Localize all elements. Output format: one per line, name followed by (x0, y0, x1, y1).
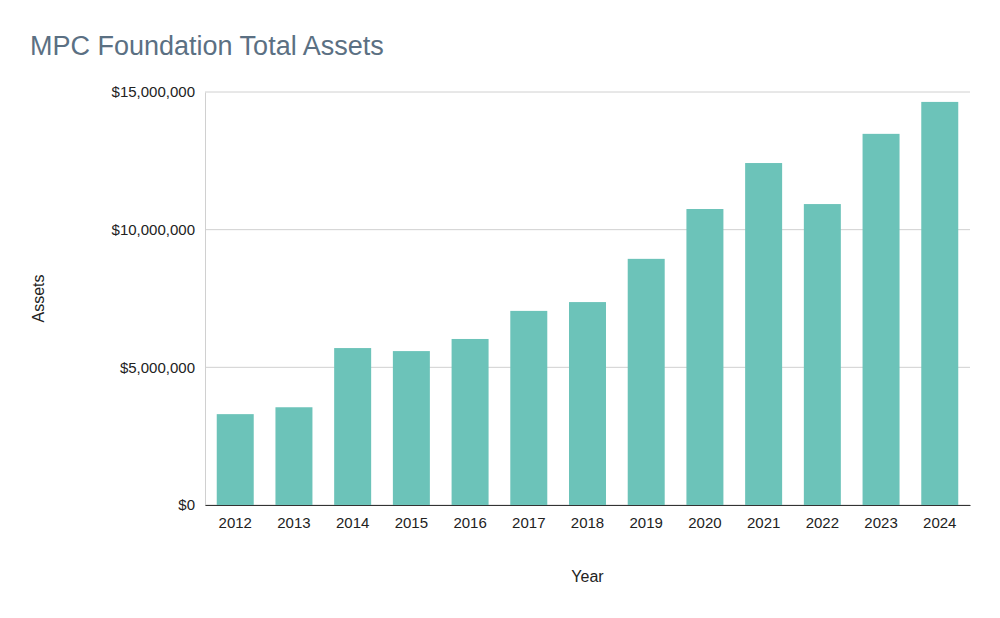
x-tick: 2021 (747, 505, 780, 531)
y-tick: $15,000,000 (112, 83, 205, 100)
x-tick: 2016 (453, 505, 486, 531)
bar (863, 134, 900, 505)
x-tick-label: 2012 (219, 514, 252, 531)
y-tick-label: $0 (178, 496, 195, 513)
bar (334, 348, 371, 505)
x-tick-label: 2020 (688, 514, 721, 531)
x-tick-label: 2023 (864, 514, 897, 531)
x-tick-label: 2021 (747, 514, 780, 531)
bar (745, 163, 782, 505)
title: MPC Foundation Total Assets (30, 31, 384, 61)
x-tick-label: 2024 (923, 514, 956, 531)
x-tick: 2023 (864, 505, 897, 531)
grid (205, 92, 970, 505)
x-axis-title: Year (571, 568, 604, 585)
y-tick: $5,000,000 (120, 359, 205, 376)
x-tick-label: 2013 (277, 514, 310, 531)
x-tick: 2024 (923, 505, 956, 531)
x-tick: 2012 (219, 505, 252, 531)
x-axis: 2012 2013 2014 2015 2016 2017 2018 2019 2020 2021… (206, 505, 971, 531)
y-axis-line (205, 93, 206, 506)
chart: $0$5,000,000$10,000,000$15,000,000201220… (0, 0, 1000, 618)
x-tick: 2015 (395, 505, 428, 531)
bar (452, 339, 489, 505)
bar (569, 302, 606, 505)
y-tick: $10,000,000 (112, 221, 205, 238)
y-tick-label: $15,000,000 (112, 83, 195, 100)
x-tick: 2019 (630, 505, 663, 531)
bar (921, 102, 958, 505)
x-tick: 2020 (688, 505, 721, 531)
x-tick-label: 2019 (630, 514, 663, 531)
bar (510, 311, 547, 505)
x-tick: 2013 (277, 505, 310, 531)
bar (275, 407, 312, 505)
bar (217, 414, 254, 505)
plot: $0$5,000,000$10,000,000$15,000,000201220… (112, 83, 971, 530)
x-axis-line (206, 505, 971, 506)
x-tick: 2017 (512, 505, 545, 531)
y-tick-label: $5,000,000 (120, 359, 195, 376)
grid-line (205, 92, 970, 93)
x-tick-label: 2016 (453, 514, 486, 531)
bar (628, 259, 665, 505)
x-tick: 2014 (336, 505, 369, 531)
x-tick-label: 2014 (336, 514, 369, 531)
bars (217, 102, 959, 505)
y-axis-title: Assets (30, 274, 47, 322)
x-tick-label: 2015 (395, 514, 428, 531)
x-tick-label: 2017 (512, 514, 545, 531)
bar (804, 204, 841, 505)
x-tick: 2022 (806, 505, 839, 531)
bar (393, 351, 430, 505)
y-axis: $0 $5,000,000 $10,000,000 $15,000,000 (112, 83, 206, 513)
x-tick: 2018 (571, 505, 604, 531)
x-tick-label: 2018 (571, 514, 604, 531)
x-tick-label: 2022 (806, 514, 839, 531)
bar (686, 209, 723, 505)
y-tick-label: $10,000,000 (112, 221, 195, 238)
y-tick: $0 (178, 496, 205, 513)
grid-line (205, 229, 970, 230)
